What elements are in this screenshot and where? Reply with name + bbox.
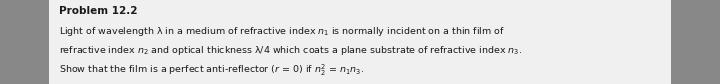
Text: refractive index $n_2$ and optical thickness λ/4 which coats a plane substrate o: refractive index $n_2$ and optical thick… (59, 44, 523, 57)
Text: Light of wavelength λ in a medium of refractive index $n_1$ is normally incident: Light of wavelength λ in a medium of ref… (59, 25, 505, 38)
Text: Problem 12.2: Problem 12.2 (59, 6, 138, 16)
Text: Show that the film is a perfect anti-reflector ($r$ = 0) if $n_2^2$ = $n_1 n_3$.: Show that the film is a perfect anti-ref… (59, 63, 364, 78)
